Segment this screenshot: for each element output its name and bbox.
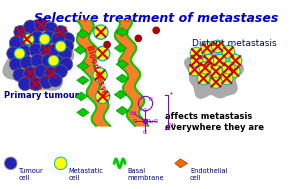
Text: Tumour
cell: Tumour cell <box>19 168 44 181</box>
Text: NH: NH <box>169 123 176 128</box>
Circle shape <box>31 31 44 44</box>
Circle shape <box>7 47 20 60</box>
Polygon shape <box>116 106 128 115</box>
Circle shape <box>9 36 23 50</box>
Circle shape <box>59 57 73 71</box>
Circle shape <box>222 46 235 58</box>
Circle shape <box>18 45 31 58</box>
Circle shape <box>20 56 34 69</box>
Text: Endothelial
cell: Endothelial cell <box>190 168 228 181</box>
Circle shape <box>31 54 44 67</box>
Circle shape <box>213 54 226 67</box>
Polygon shape <box>114 90 127 99</box>
Circle shape <box>190 54 203 67</box>
Circle shape <box>222 62 235 74</box>
Text: Metastatic
cell: Metastatic cell <box>69 168 104 181</box>
Circle shape <box>58 47 72 60</box>
Circle shape <box>55 41 66 52</box>
Circle shape <box>34 18 48 32</box>
Text: NH: NH <box>129 111 137 116</box>
Polygon shape <box>3 21 74 90</box>
Circle shape <box>54 25 67 39</box>
Polygon shape <box>77 76 89 85</box>
Circle shape <box>220 72 233 85</box>
Polygon shape <box>115 20 148 126</box>
Polygon shape <box>77 20 110 126</box>
Circle shape <box>39 34 50 45</box>
Circle shape <box>29 77 42 91</box>
Circle shape <box>104 41 110 48</box>
Circle shape <box>94 25 108 39</box>
Circle shape <box>41 31 55 44</box>
Circle shape <box>44 22 58 35</box>
Text: Basal
membrane: Basal membrane <box>128 168 164 181</box>
Circle shape <box>14 48 25 59</box>
Polygon shape <box>185 41 243 98</box>
Circle shape <box>93 68 107 82</box>
Circle shape <box>41 54 55 67</box>
Circle shape <box>51 33 65 46</box>
Text: Primary tumour: Primary tumour <box>4 91 79 100</box>
Circle shape <box>48 55 59 66</box>
Circle shape <box>50 43 63 57</box>
Polygon shape <box>77 62 89 70</box>
Circle shape <box>40 75 53 89</box>
Circle shape <box>9 57 23 71</box>
Circle shape <box>190 47 203 60</box>
Circle shape <box>153 27 159 33</box>
Circle shape <box>54 65 67 78</box>
Circle shape <box>23 34 34 45</box>
Circle shape <box>230 54 242 67</box>
Circle shape <box>54 157 67 170</box>
Text: Cl: Cl <box>143 108 148 113</box>
Circle shape <box>211 40 224 53</box>
Polygon shape <box>74 46 87 54</box>
Text: Cl: Cl <box>132 119 137 124</box>
Circle shape <box>210 76 222 88</box>
Circle shape <box>49 74 62 87</box>
Text: Distant metastasis: Distant metastasis <box>192 39 277 48</box>
Text: affects metastasis
everywhere they are: affects metastasis everywhere they are <box>165 112 264 132</box>
Polygon shape <box>175 159 187 168</box>
Polygon shape <box>116 74 128 83</box>
Circle shape <box>24 20 37 33</box>
Circle shape <box>34 65 48 78</box>
Circle shape <box>20 33 34 46</box>
Text: +: + <box>169 91 173 96</box>
Circle shape <box>203 54 215 67</box>
Text: Blood vessel: Blood vessel <box>84 44 109 99</box>
Circle shape <box>210 65 222 78</box>
Circle shape <box>29 43 42 57</box>
Polygon shape <box>114 44 127 53</box>
Text: Cl: Cl <box>143 130 148 135</box>
Circle shape <box>24 67 37 80</box>
Text: Selective treatment of metastases: Selective treatment of metastases <box>34 12 278 26</box>
Circle shape <box>197 72 210 85</box>
Polygon shape <box>116 60 128 69</box>
Circle shape <box>60 40 74 53</box>
Polygon shape <box>77 108 89 117</box>
Text: N: N <box>149 98 153 102</box>
Polygon shape <box>77 29 89 38</box>
Circle shape <box>199 62 211 74</box>
Circle shape <box>14 25 27 39</box>
Polygon shape <box>116 28 128 37</box>
Circle shape <box>188 63 201 76</box>
Circle shape <box>95 89 110 104</box>
Text: Ru: Ru <box>146 119 153 124</box>
Circle shape <box>227 65 240 78</box>
Text: Cl: Cl <box>154 119 159 124</box>
Circle shape <box>51 56 65 69</box>
Circle shape <box>201 42 213 54</box>
Polygon shape <box>75 92 88 101</box>
Circle shape <box>4 157 17 170</box>
Circle shape <box>13 68 26 82</box>
Circle shape <box>95 46 110 61</box>
Circle shape <box>40 43 53 57</box>
Circle shape <box>18 77 32 91</box>
Circle shape <box>44 67 58 80</box>
Circle shape <box>61 33 74 46</box>
Circle shape <box>135 35 141 41</box>
